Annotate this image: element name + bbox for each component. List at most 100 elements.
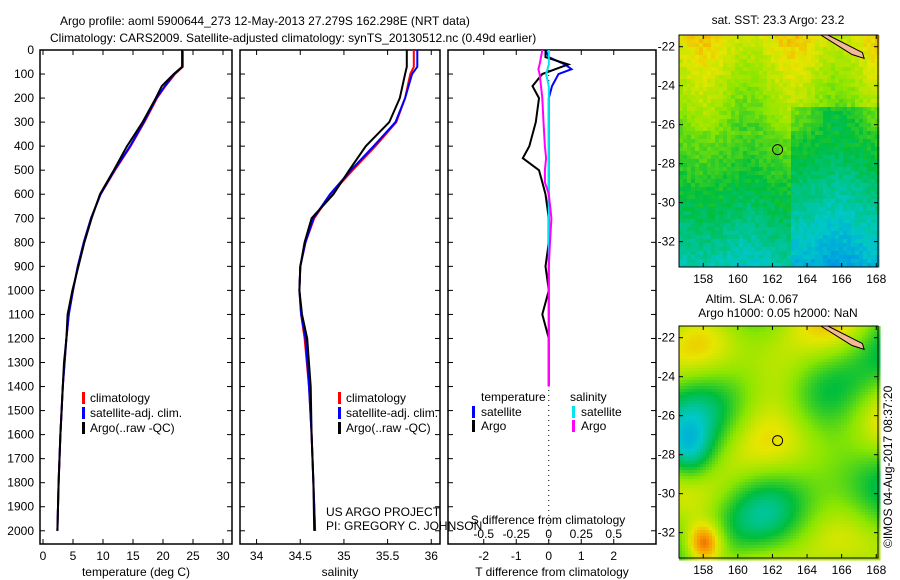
heatmap-cell [682, 389, 686, 393]
heatmap-cell [754, 335, 758, 339]
heatmap-cell [719, 51, 724, 56]
heatmap-cell [730, 383, 734, 387]
heatmap-cell [841, 404, 845, 408]
heatmap-cell [731, 223, 736, 228]
heatmap-cell [787, 59, 792, 64]
heatmap-cell [815, 135, 820, 140]
heatmap-cell [787, 359, 791, 363]
heatmap-cell [783, 239, 788, 244]
heatmap-cell [811, 356, 815, 360]
heatmap-cell [811, 163, 816, 168]
heatmap-cell [771, 215, 776, 220]
heatmap-cell [767, 55, 772, 60]
heatmap-cell [838, 329, 842, 333]
heatmap-cell [771, 35, 776, 40]
heatmap-cell [793, 353, 797, 357]
heatmap-cell [803, 79, 808, 84]
heatmap-cell [875, 215, 880, 220]
heatmap-cell [706, 341, 710, 345]
heatmap-cell [743, 79, 748, 84]
heatmap-cell [699, 167, 704, 172]
heatmap-cell [711, 263, 716, 268]
heatmap-cell [683, 135, 688, 140]
heatmap-cell [811, 171, 816, 176]
heatmap-cell [739, 55, 744, 60]
heatmap-cell [763, 401, 767, 405]
heatmap-cell [771, 95, 776, 100]
heatmap-cell [727, 167, 732, 172]
s-tick-label: -0.5 [473, 527, 494, 541]
heatmap-cell [757, 383, 761, 387]
heatmap-cell [839, 131, 844, 136]
heatmap-cell [875, 103, 880, 108]
heatmap-cell [707, 143, 712, 148]
heatmap-cell [775, 99, 780, 104]
heatmap-cell [775, 179, 780, 184]
heatmap-cell [827, 107, 832, 112]
heatmap-cell [687, 39, 692, 44]
heatmap-cell [871, 223, 876, 228]
heatmap-cell [707, 259, 712, 264]
heatmap-cell [807, 247, 812, 252]
heatmap-cell [874, 359, 878, 363]
heatmap-cell [855, 251, 860, 256]
heatmap-cell [843, 51, 848, 56]
heatmap-cell [755, 251, 760, 256]
heatmap-cell [719, 79, 724, 84]
heatmap-cell [875, 47, 880, 52]
x-tick-label: 5 [70, 549, 77, 563]
heatmap-cell [874, 338, 878, 342]
heatmap-cell [724, 374, 728, 378]
heatmap-cell [827, 115, 832, 120]
heatmap-cell [811, 187, 816, 192]
heatmap-cell [871, 79, 876, 84]
heatmap-cell [867, 103, 872, 108]
heatmap-cell [811, 383, 815, 387]
heatmap-cell [847, 75, 852, 80]
heatmap-cell [843, 207, 848, 212]
heatmap-cell [871, 247, 876, 252]
heatmap-cell [679, 107, 684, 112]
heatmap-cell [803, 139, 808, 144]
heatmap-cell [799, 95, 804, 100]
heatmap-cell [839, 159, 844, 164]
heatmap-cell [843, 99, 848, 104]
heatmap-cell [751, 401, 755, 405]
heatmap-cell [745, 386, 749, 390]
heatmap-cell [835, 79, 840, 84]
heatmap-cell [787, 344, 791, 348]
heatmap-cell [790, 329, 794, 333]
heatmap-cell [875, 59, 880, 64]
heatmap-cell [687, 75, 692, 80]
heatmap-cell [847, 55, 852, 60]
heatmap-cell [731, 239, 736, 244]
heatmap-cell [835, 67, 840, 72]
heatmap-cell [735, 99, 740, 104]
heatmap-cell [843, 111, 848, 116]
heatmap-cell [723, 195, 728, 200]
heatmap-cell [871, 359, 875, 363]
heatmap-cell [823, 377, 827, 381]
heatmap-cell [733, 362, 737, 366]
heatmap-cell [694, 383, 698, 387]
heatmap-cell [683, 95, 688, 100]
plot-frame [239, 49, 441, 545]
heatmap-cell [838, 404, 842, 408]
heatmap-cell [679, 171, 684, 176]
heatmap-cell [839, 59, 844, 64]
heatmap-cell [763, 344, 767, 348]
heatmap-cell [719, 63, 724, 68]
heatmap-cell [835, 147, 840, 152]
heatmap-cell [856, 392, 860, 396]
heatmap-cell [685, 341, 689, 345]
heatmap-cell [871, 227, 876, 232]
heatmap-cell [823, 404, 827, 408]
heatmap-cell [685, 335, 689, 339]
heatmap-cell [805, 338, 809, 342]
heatmap-cell [807, 67, 812, 72]
heatmap-cell [707, 95, 712, 100]
heatmap-cell [868, 386, 872, 390]
heatmap-cell [715, 326, 719, 330]
heatmap-cell [699, 119, 704, 124]
heatmap-cell [851, 143, 856, 148]
